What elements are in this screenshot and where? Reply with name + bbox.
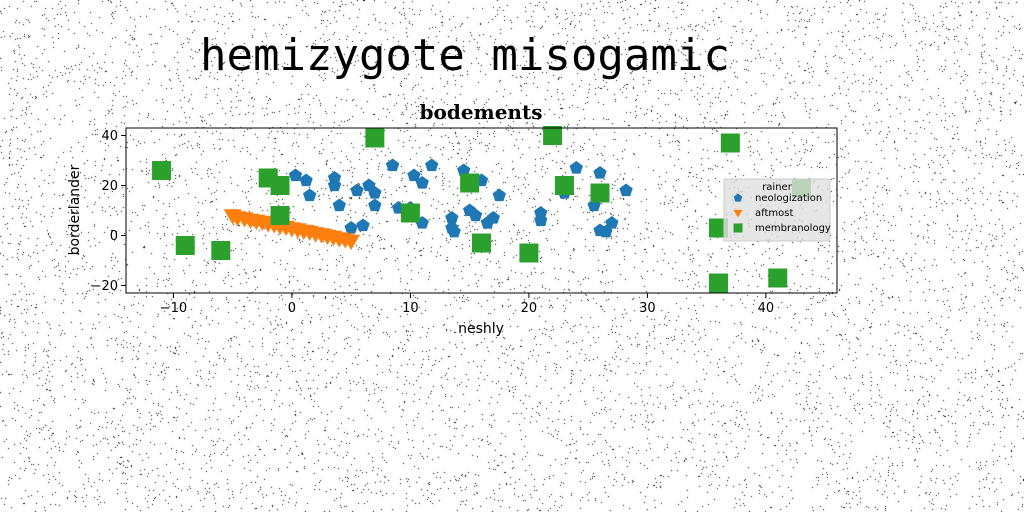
- legend-title: rainer: [762, 182, 793, 193]
- data-point-neologization: [605, 216, 619, 229]
- data-point-neologization: [288, 168, 303, 182]
- data-point-membranology: [709, 273, 728, 293]
- page-title: hemizygote misogamic: [200, 30, 730, 81]
- data-point-neologization: [425, 158, 439, 172]
- data-point-membranology: [768, 268, 788, 288]
- data-point-neologization: [350, 183, 364, 197]
- x-tick-label: 20: [521, 301, 538, 316]
- data-point-neologization: [447, 224, 461, 238]
- y-axis-label: borderlander: [67, 164, 83, 255]
- data-point-membranology: [152, 161, 172, 180]
- data-point-neologization: [492, 188, 506, 202]
- data-point-membranology: [270, 176, 290, 195]
- x-axis-ticks: −10 0 10 20 30 40: [160, 293, 774, 316]
- data-point-membranology: [590, 183, 610, 203]
- x-tick-label: 30: [639, 301, 656, 316]
- data-point-neologization: [407, 168, 421, 182]
- data-point-neologization: [344, 221, 358, 234]
- data-point-aftmost: [342, 234, 361, 250]
- data-point-neologization: [569, 161, 583, 174]
- x-tick-label: 40: [758, 301, 775, 316]
- data-point-neologization: [332, 198, 346, 212]
- data-point-neologization: [415, 176, 429, 189]
- legend-marker-neologization: [733, 193, 743, 202]
- data-point-neologization: [457, 163, 471, 177]
- y-tick-label: 40: [101, 129, 118, 144]
- data-point-neologization: [445, 211, 459, 224]
- data-point-neologization: [534, 213, 548, 227]
- data-point-membranology: [709, 218, 728, 238]
- data-point-neologization: [303, 188, 317, 202]
- data-point-neologization: [327, 171, 342, 184]
- data-point-neologization: [619, 183, 633, 197]
- y-tick-label: 20: [101, 179, 118, 194]
- legend: rainer neologization aftmost membranology: [723, 178, 831, 242]
- data-point-membranology: [519, 243, 539, 263]
- data-point-neologization: [534, 206, 548, 219]
- legend-marker-aftmost: [733, 209, 743, 218]
- legend-label-aftmost: aftmost: [755, 208, 793, 219]
- legend-marker-membranology: [733, 223, 743, 233]
- x-tick-label: −10: [160, 301, 187, 316]
- chart-title: bodements: [420, 100, 543, 124]
- data-point-membranology: [175, 236, 195, 255]
- data-point-neologization: [356, 218, 370, 232]
- data-point-neologization: [593, 166, 607, 179]
- data-point-neologization: [327, 178, 342, 192]
- data-point-membranology: [400, 203, 420, 223]
- data-point-membranology: [554, 176, 574, 195]
- x-tick-label: 10: [402, 301, 419, 316]
- data-point-neologization: [368, 186, 382, 199]
- data-point-membranology: [270, 206, 290, 225]
- data-point-membranology: [543, 126, 563, 145]
- data-point-membranology: [211, 241, 231, 260]
- plot-frame: [125, 127, 838, 294]
- y-axis-ticks: −20 0 20 40: [91, 129, 126, 294]
- y-tick-label: −20: [91, 279, 118, 294]
- plot-marks: [152, 126, 811, 293]
- y-tick-label: 0: [110, 229, 118, 244]
- data-point-neologization: [299, 173, 313, 187]
- legend-label-membranology: membranology: [755, 223, 831, 234]
- data-point-membranology: [720, 133, 740, 153]
- x-axis-label: neshly: [458, 321, 504, 337]
- legend-label-neologization: neologization: [755, 193, 822, 204]
- data-point-neologization: [486, 211, 501, 224]
- data-point-membranology: [472, 233, 491, 253]
- data-point-membranology: [460, 173, 480, 193]
- data-point-neologization: [468, 208, 483, 222]
- data-point-membranology: [365, 128, 385, 148]
- x-tick-label: 0: [288, 301, 296, 316]
- data-point-neologization: [368, 198, 382, 212]
- data-point-neologization: [385, 158, 400, 172]
